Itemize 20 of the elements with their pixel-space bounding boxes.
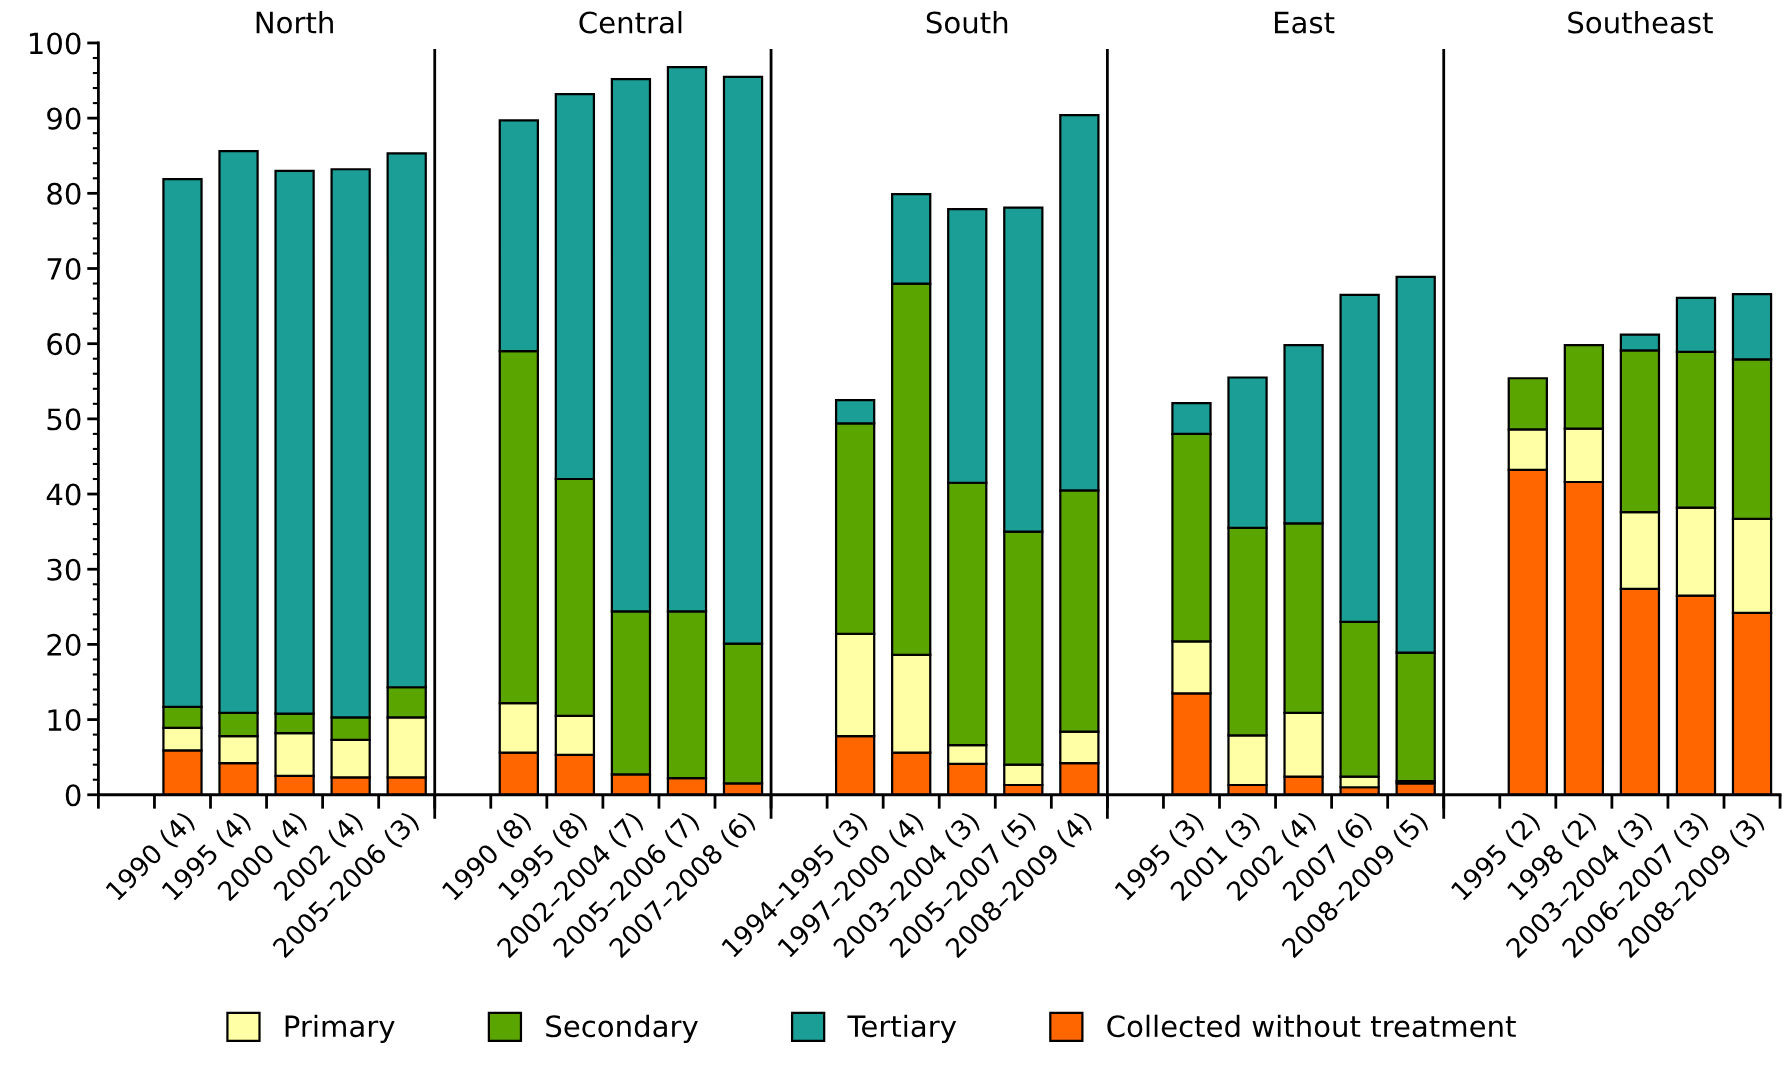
legend-label: Collected without treatment [1107,1014,1516,1038]
text: Southeast [1568,10,1713,34]
text: South [926,10,1008,34]
y-tick-label: 70 [47,257,81,280]
y-tick-label: 30 [47,558,81,581]
legend-label: Tertiary [847,1014,957,1043]
text: Central [579,10,682,34]
legend-label: Secondary [546,1014,698,1043]
y-tick-label: 100 [29,32,81,55]
y-tick-label: 90 [47,107,81,130]
y-tick-label: 10 [48,709,81,732]
legend-label: Primary [285,1014,395,1043]
y-tick-label: 80 [47,182,81,205]
text: East [1274,11,1335,34]
y-tick-label: 0 [65,784,81,807]
y-tick-label: 50 [47,408,81,431]
text: North [256,10,333,34]
y-tick-label: 60 [47,333,81,356]
y-tick-label: 40 [46,483,81,506]
y-tick-label: 20 [47,633,81,656]
